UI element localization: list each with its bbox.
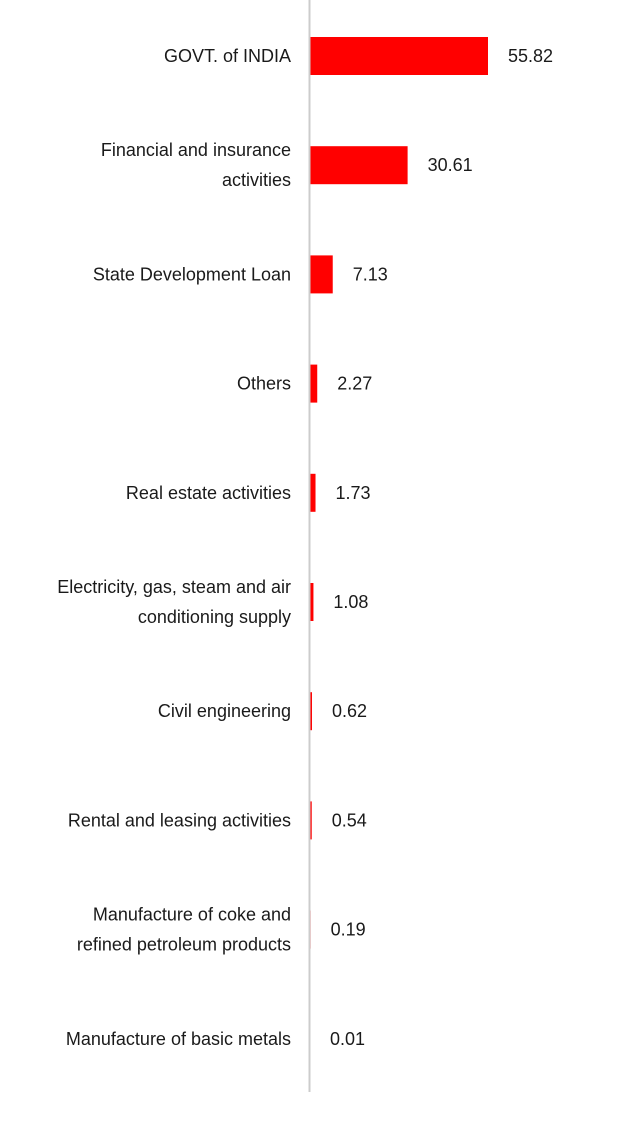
labels-layer: GOVT. of INDIA 55.82 Financial and insuran…: [57, 46, 553, 1049]
value-label: 1.73: [336, 483, 371, 503]
category-label: Manufacture of coke and refined petroleum…: [77, 905, 291, 955]
category-label: GOVT. of INDIA: [164, 46, 291, 66]
category-label-line: activities: [222, 170, 291, 190]
category-label: Rental and leasing activities: [68, 810, 291, 830]
category-label-line: Financial and insurance: [101, 140, 291, 160]
category-label: State Development Loan: [93, 264, 291, 284]
bar: [310, 37, 488, 75]
category-label-line: Manufacture of coke and: [93, 905, 291, 925]
category-label-line: conditioning supply: [138, 607, 291, 627]
category-label-line: Civil engineering: [158, 701, 291, 721]
bar: [310, 583, 314, 621]
category-label-line: Manufacture of basic metals: [66, 1029, 291, 1049]
value-label: 30.61: [428, 155, 473, 175]
category-label: Electricity, gas, steam and air condition…: [57, 577, 291, 627]
value-label: 0.19: [331, 920, 366, 940]
bar: [310, 692, 312, 731]
category-label-line: Electricity, gas, steam and air: [57, 577, 291, 597]
value-label: 7.13: [353, 264, 388, 284]
bars-layer: [310, 37, 488, 1058]
category-label-line: Others: [237, 374, 291, 394]
bar: [310, 364, 318, 403]
category-label-line: refined petroleum products: [77, 935, 291, 955]
bar: [310, 255, 333, 294]
value-label: 2.27: [337, 374, 372, 394]
category-label: Civil engineering: [158, 701, 291, 721]
category-label-line: GOVT. of INDIA: [164, 46, 291, 66]
category-label-line: Rental and leasing activities: [68, 810, 291, 830]
category-label: Manufacture of basic metals: [66, 1029, 291, 1049]
bar: [310, 473, 316, 512]
value-label: 0.62: [332, 701, 367, 721]
category-label-line: Real estate activities: [126, 483, 291, 503]
value-label: 55.82: [508, 46, 553, 66]
category-label-line: State Development Loan: [93, 264, 291, 284]
bar: [310, 801, 312, 840]
value-label: 0.54: [332, 810, 367, 830]
bar: [310, 146, 408, 185]
category-label: Others: [237, 374, 291, 394]
category-label: Financial and insurance activities: [101, 140, 291, 190]
value-label: 0.01: [330, 1029, 365, 1049]
value-label: 1.08: [333, 592, 368, 612]
category-label: Real estate activities: [126, 483, 291, 503]
